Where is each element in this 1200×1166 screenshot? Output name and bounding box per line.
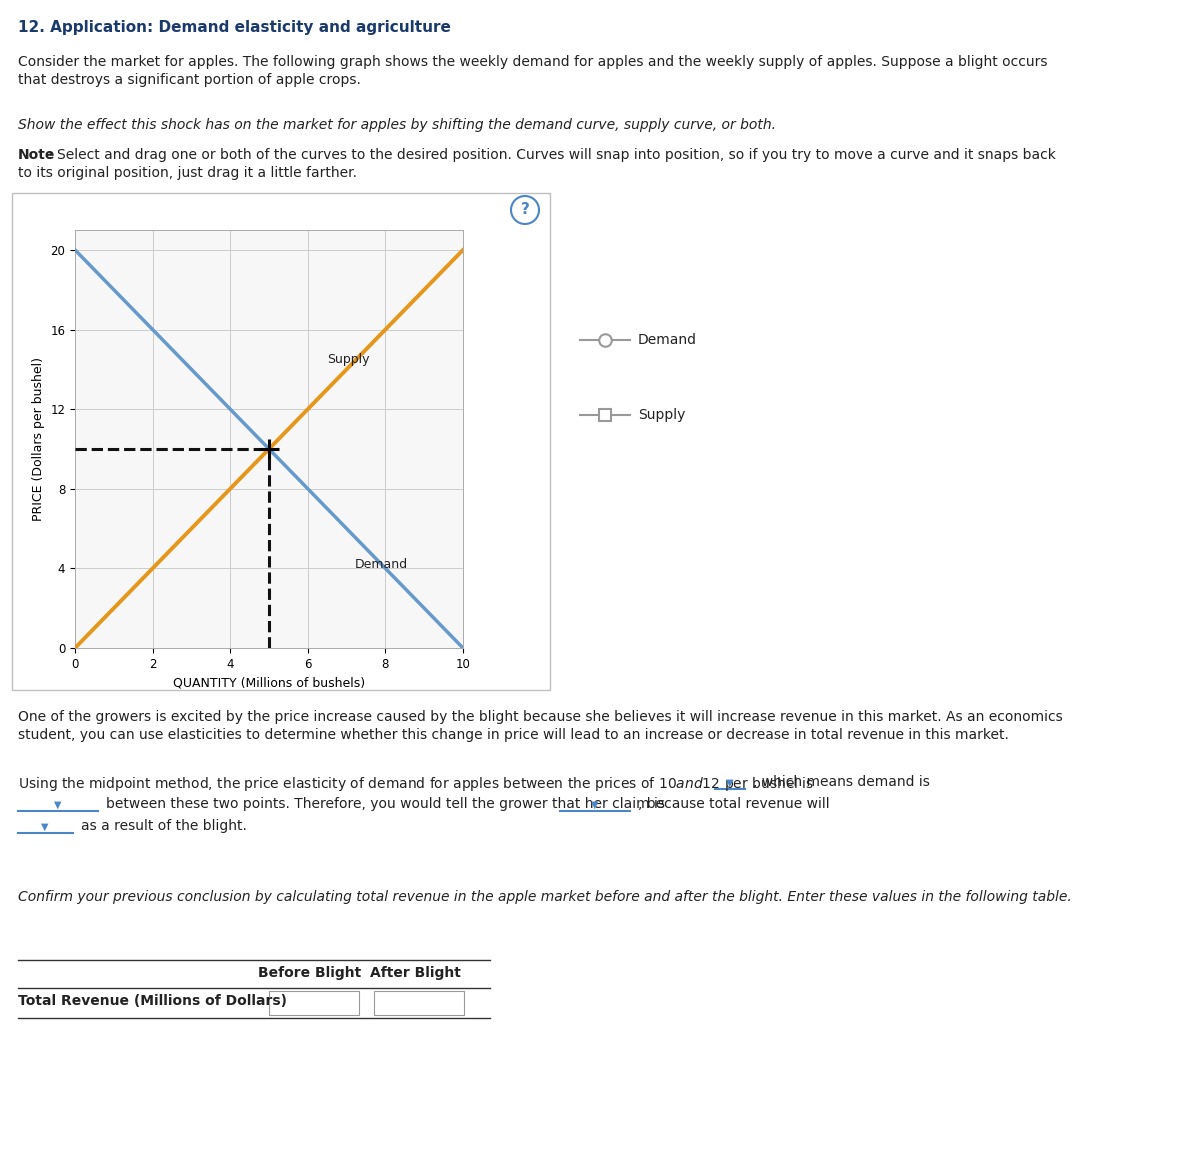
Circle shape bbox=[511, 196, 539, 224]
Text: ▼: ▼ bbox=[592, 800, 599, 810]
Text: , because total revenue will: , because total revenue will bbox=[638, 798, 829, 812]
Text: ?: ? bbox=[521, 203, 529, 218]
FancyBboxPatch shape bbox=[269, 991, 359, 1014]
Text: : Select and drag one or both of the curves to the desired position. Curves will: : Select and drag one or both of the cur… bbox=[48, 148, 1056, 162]
Text: between these two points. Therefore, you would tell the grower that her claim is: between these two points. Therefore, you… bbox=[106, 798, 665, 812]
FancyBboxPatch shape bbox=[374, 991, 464, 1014]
Text: as a result of the blight.: as a result of the blight. bbox=[82, 819, 247, 833]
Text: Supply: Supply bbox=[328, 353, 370, 366]
Text: Confirm your previous conclusion by calculating total revenue in the apple marke: Confirm your previous conclusion by calc… bbox=[18, 890, 1072, 904]
Text: Total Revenue (Millions of Dollars): Total Revenue (Millions of Dollars) bbox=[18, 993, 287, 1007]
Text: After Blight: After Blight bbox=[370, 965, 461, 979]
X-axis label: QUANTITY (Millions of bushels): QUANTITY (Millions of bushels) bbox=[173, 676, 365, 689]
Text: student, you can use elasticities to determine whether this change in price will: student, you can use elasticities to det… bbox=[18, 728, 1009, 742]
Text: ▼: ▼ bbox=[41, 822, 49, 833]
Text: Show the effect this shock has on the market for apples by shifting the demand c: Show the effect this shock has on the ma… bbox=[18, 118, 776, 132]
Text: Consider the market for apples. The following graph shows the weekly demand for : Consider the market for apples. The foll… bbox=[18, 55, 1048, 69]
Text: ▼: ▼ bbox=[54, 800, 61, 810]
FancyBboxPatch shape bbox=[12, 194, 550, 690]
Text: ▼: ▼ bbox=[726, 778, 733, 788]
Text: that destroys a significant portion of apple crops.: that destroys a significant portion of a… bbox=[18, 73, 361, 87]
Text: Demand: Demand bbox=[638, 333, 697, 347]
Text: Using the midpoint method, the price elasticity of demand for apples between the: Using the midpoint method, the price ela… bbox=[18, 775, 815, 793]
Text: Supply: Supply bbox=[638, 408, 685, 422]
Text: Note: Note bbox=[18, 148, 55, 162]
Y-axis label: PRICE (Dollars per bushel): PRICE (Dollars per bushel) bbox=[31, 357, 44, 521]
Text: One of the growers is excited by the price increase caused by the blight because: One of the growers is excited by the pri… bbox=[18, 710, 1063, 724]
Text: 12. Application: Demand elasticity and agriculture: 12. Application: Demand elasticity and a… bbox=[18, 20, 451, 35]
Text: to its original position, just drag it a little farther.: to its original position, just drag it a… bbox=[18, 166, 358, 180]
Text: Demand: Demand bbox=[354, 557, 408, 571]
Text: , which means demand is: , which means demand is bbox=[754, 775, 930, 789]
Text: Before Blight: Before Blight bbox=[258, 965, 361, 979]
